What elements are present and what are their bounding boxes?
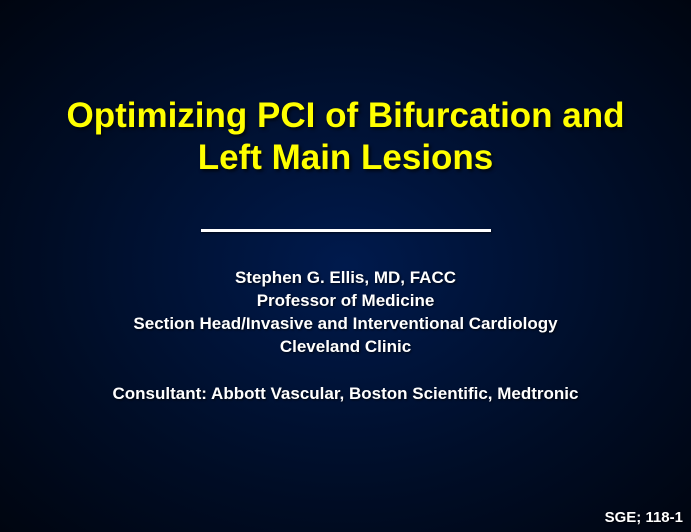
slide-footer: SGE; 118-1	[605, 509, 683, 526]
author-institution: Cleveland Clinic	[133, 336, 557, 359]
slide-container: Optimizing PCI of Bifurcation and Left M…	[0, 0, 691, 532]
author-block: Stephen G. Ellis, MD, FACC Professor of …	[133, 267, 557, 359]
title-line-1: Optimizing PCI of Bifurcation and	[66, 96, 624, 135]
title-divider	[201, 229, 491, 232]
slide-title: Optimizing PCI of Bifurcation and Left M…	[36, 95, 654, 179]
author-position: Section Head/Invasive and Interventional…	[133, 313, 557, 336]
title-line-2: Left Main Lesions	[198, 138, 494, 177]
consultant-line: Consultant: Abbott Vascular, Boston Scie…	[113, 384, 579, 404]
author-role: Professor of Medicine	[133, 290, 557, 313]
author-name: Stephen G. Ellis, MD, FACC	[133, 267, 557, 290]
